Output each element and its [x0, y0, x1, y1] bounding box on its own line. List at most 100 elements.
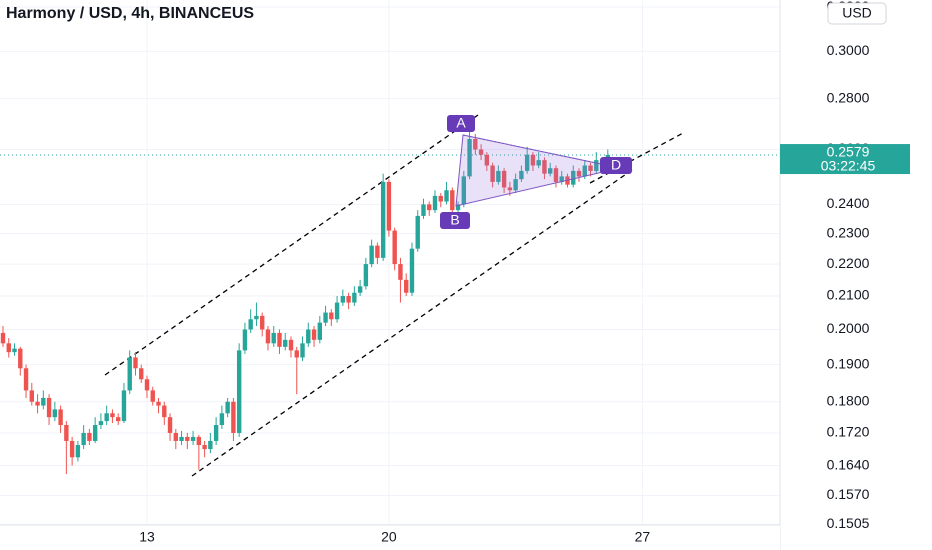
candle-body: [352, 292, 357, 303]
candle-body: [18, 348, 23, 369]
candle-body: [334, 302, 340, 320]
candle-body: [530, 154, 536, 166]
candle-body: [277, 332, 282, 347]
candle-body: [58, 409, 63, 426]
x-tick-label: 27: [635, 529, 651, 545]
candle-body: [254, 315, 259, 320]
candle-body: [409, 248, 415, 293]
candle-body: [571, 170, 576, 185]
candles: [0, 128, 610, 475]
candle-body: [444, 190, 449, 202]
candle-body: [190, 436, 196, 441]
last-price-label: 0.2579: [827, 144, 870, 160]
candle-body: [87, 432, 92, 441]
currency[interactable]: USD: [842, 5, 872, 21]
candle-body: [294, 350, 299, 358]
pattern-label-box: [447, 115, 475, 132]
time-axis-bg: [0, 525, 780, 550]
candle-body: [576, 170, 582, 177]
y-tick-label: 0.3000: [827, 42, 870, 58]
candle-body: [421, 204, 426, 216]
candle-body: [450, 190, 455, 211]
candle-body: [346, 295, 351, 303]
y-tick-label: 0.2800: [827, 89, 870, 105]
candle-body: [110, 413, 115, 418]
candle-body: [81, 432, 86, 446]
candle-body: [116, 417, 121, 422]
candle-body: [283, 339, 288, 347]
candle-body: [260, 315, 265, 330]
candle-body: [288, 339, 294, 351]
chart-title: Harmony / USD, 4h, BINANCEUS: [6, 5, 254, 22]
candle-body: [548, 168, 553, 174]
candle-body: [461, 176, 466, 205]
candle-body: [478, 149, 484, 155]
grid: [0, 0, 780, 526]
candle-body: [46, 397, 52, 418]
candle-body: [225, 401, 230, 414]
candle-body: [392, 230, 397, 265]
candle-body: [467, 139, 472, 177]
candle-body: [121, 390, 127, 422]
candle-body: [519, 170, 524, 180]
candle-body: [553, 168, 559, 182]
candle-body: [271, 332, 276, 344]
channel-line: [191, 169, 633, 477]
candle-body: [594, 160, 599, 171]
candle-body: [92, 425, 98, 441]
candle-body: [162, 405, 167, 418]
candle-body: [375, 245, 380, 258]
candle-body: [52, 409, 58, 418]
candle-body: [179, 436, 184, 441]
candle-body: [323, 312, 328, 323]
candle-body: [208, 440, 213, 450]
candle-body: [219, 413, 225, 426]
candle-body: [144, 379, 150, 391]
y-tick-label: 0.2300: [827, 224, 870, 240]
candle-body: [484, 154, 490, 166]
candle-body: [104, 413, 109, 422]
pattern: A B D: [440, 115, 632, 229]
last-price-box: [780, 144, 910, 175]
drawings: [104, 114, 686, 477]
candle-body: [236, 350, 242, 433]
pattern-area: [455, 134, 621, 207]
candle-body: [231, 401, 236, 433]
currency-box[interactable]: [827, 2, 887, 25]
pattern-label: B: [450, 212, 459, 228]
candle-body: [432, 195, 438, 211]
y-tick-label: 0.2200: [827, 255, 870, 271]
candle-body: [29, 390, 34, 402]
candle-body: [317, 322, 322, 340]
x-tick-label: 20: [381, 529, 397, 545]
candle-body: [380, 181, 386, 258]
y-tick-label: 0.1505: [827, 515, 870, 531]
candle-body: [167, 417, 173, 433]
candle-body: [588, 165, 593, 171]
candle-body: [127, 357, 132, 391]
candle-body: [536, 160, 541, 166]
candle-body: [542, 160, 547, 174]
candle-body: [69, 440, 75, 458]
candle-body: [340, 295, 346, 303]
candle-body: [133, 357, 138, 369]
pattern-line: [462, 134, 621, 169]
pattern-label: A: [456, 115, 466, 131]
candle-body: [6, 343, 11, 353]
candle-body: [12, 348, 17, 353]
candle-body: [242, 329, 248, 351]
y-tick-label: 0.2100: [827, 287, 870, 303]
axes: 0.32000.30000.28000.26000.24000.23000.22…: [139, 0, 910, 545]
candle-body: [311, 329, 317, 340]
candle-body: [265, 329, 271, 344]
y-tick-label: 0.1900: [827, 355, 870, 371]
candle-body: [35, 401, 40, 406]
countdown-label: 03:22:45: [821, 158, 876, 174]
candle-body: [369, 245, 374, 265]
candle-body: [156, 401, 161, 406]
candle-body: [75, 445, 81, 458]
candle-body: [202, 445, 207, 450]
candle-body: [386, 181, 392, 231]
candle-body: [329, 312, 334, 320]
candle-body: [357, 286, 363, 293]
